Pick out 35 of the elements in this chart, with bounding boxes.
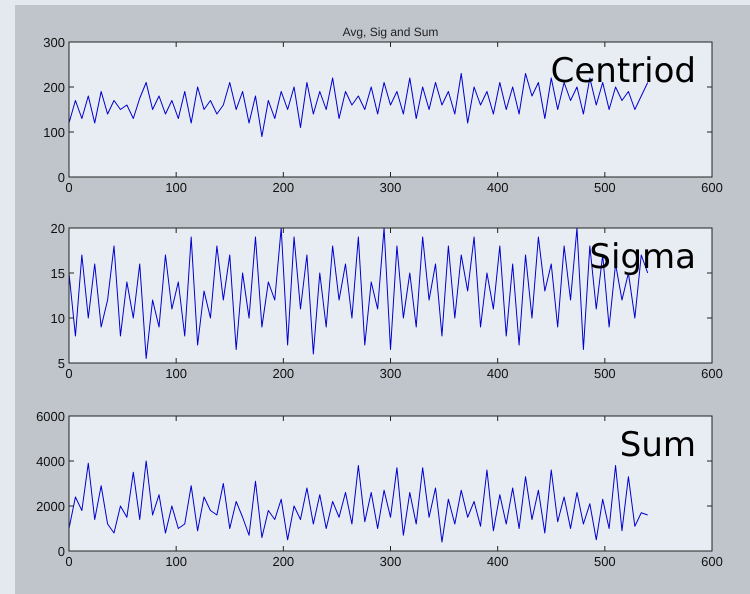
x-tick-label: 200 (272, 554, 294, 569)
y-tick-label: 200 (43, 80, 65, 95)
y-tick-label: 4000 (36, 454, 65, 469)
x-tick-label: 600 (701, 366, 723, 381)
x-tick-label: 600 (701, 554, 723, 569)
y-tick-label: 15 (50, 266, 65, 281)
annotation: Centriod (550, 51, 696, 91)
x-tick-label: 300 (380, 180, 402, 195)
x-tick-label: 600 (701, 180, 723, 195)
x-tick-label: 500 (594, 554, 616, 569)
x-tick-label: 100 (165, 180, 188, 195)
y-tick-label: 300 (43, 35, 65, 50)
x-tick-label: 400 (486, 180, 509, 195)
y-tick-label: 20 (50, 221, 65, 236)
y-tick-label: 0 (58, 544, 65, 559)
x-tick-label: 400 (486, 366, 509, 381)
x-tick-label: 500 (594, 180, 616, 195)
x-tick-label: 300 (380, 554, 402, 569)
y-tick-label: 6000 (36, 409, 65, 424)
x-tick-label: 200 (272, 180, 294, 195)
annotation: Sum (620, 425, 696, 465)
y-tick-label: 5 (58, 356, 65, 371)
x-tick-label: 500 (594, 366, 616, 381)
x-tick-label: 100 (165, 366, 188, 381)
x-tick-label: 400 (486, 554, 509, 569)
x-tick-label: 300 (380, 366, 402, 381)
y-tick-label: 100 (43, 125, 65, 140)
x-tick-label: 200 (272, 366, 294, 381)
y-tick-label: 10 (50, 311, 65, 326)
y-tick-label: 2000 (36, 499, 65, 514)
x-tick-label: 100 (165, 554, 188, 569)
line-series (68, 460, 648, 542)
y-tick-label: 0 (58, 170, 65, 185)
annotation: Sigma (589, 237, 696, 277)
chart-title: Avg, Sig and Sum (342, 25, 438, 39)
